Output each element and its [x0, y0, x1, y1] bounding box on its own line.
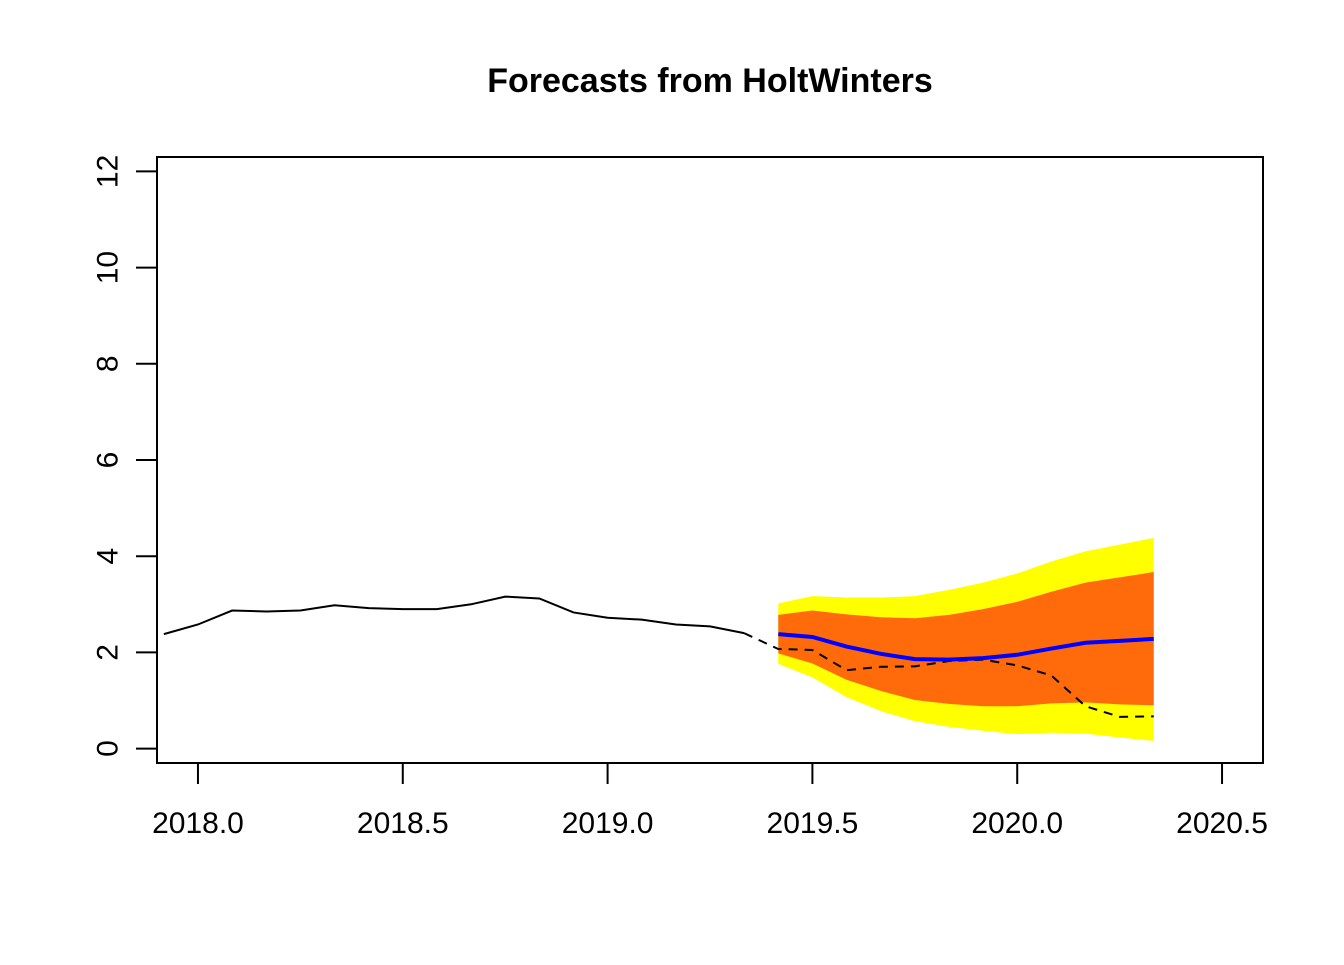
x-tick-label: 2020.0 [971, 807, 1063, 840]
observed-series-line [163, 595, 745, 636]
x-tick-label: 2018.5 [357, 807, 449, 840]
x-tick-label: 2020.5 [1176, 807, 1268, 840]
y-tick-label: 12 [92, 155, 125, 188]
y-tick-label: 6 [92, 452, 125, 469]
x-tick-label: 2019.5 [767, 807, 859, 840]
lines-layer [163, 595, 1154, 718]
y-axis: 0 2 4 6 8 10 12 [92, 155, 158, 757]
x-axis: 2018.0 2018.5 2019.0 2019.5 2020.0 2020.5 [152, 762, 1268, 840]
y-tick-label: 4 [92, 548, 125, 565]
band-80-layer [778, 572, 1154, 707]
prediction-band-80 [778, 572, 1154, 707]
x-tick-label: 2018.0 [152, 807, 244, 840]
chart-title: Forecasts from HoltWinters [487, 62, 933, 100]
y-tick-label: 8 [92, 355, 125, 372]
y-tick-label: 2 [92, 644, 125, 661]
y-tick-label: 0 [92, 740, 125, 757]
forecast-mean-line [778, 632, 1154, 662]
y-tick-label: 10 [92, 251, 125, 284]
x-tick-label: 2019.0 [562, 807, 654, 840]
